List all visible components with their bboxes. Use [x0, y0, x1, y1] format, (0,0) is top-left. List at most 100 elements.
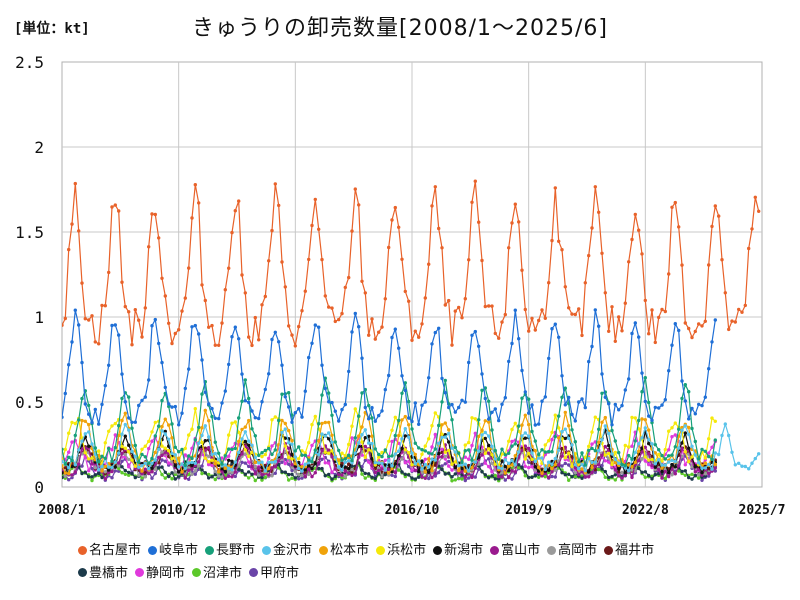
series-point: [327, 420, 331, 425]
series-point: [517, 424, 521, 428]
series-point: [183, 463, 187, 468]
series-point: [637, 228, 641, 232]
series-point: [157, 341, 161, 346]
series-point: [673, 322, 677, 326]
series-point: [103, 304, 108, 308]
series-point: [110, 448, 114, 452]
series-point: [510, 463, 514, 467]
series-point: [587, 444, 591, 449]
series-point: [530, 451, 534, 455]
series-point: [497, 457, 501, 461]
series-point: [507, 451, 511, 455]
legend-item: 浜松市: [376, 540, 426, 563]
series-point: [77, 229, 81, 233]
series-point: [403, 289, 407, 294]
series-point: [337, 473, 341, 477]
series-point: [213, 451, 217, 456]
series-point: [253, 478, 257, 483]
series-point: [173, 445, 177, 449]
chart-title: きゅうりの卸売数量[2008/1〜2025/6]: [192, 16, 608, 41]
series-point: [210, 452, 214, 457]
series-point: [493, 448, 497, 453]
series-point: [657, 458, 661, 462]
series-point: [443, 303, 447, 307]
chart-legend: 名古屋市 岐阜市 長野市 金沢市 松本市 浜松市 新潟市 富山市 高岡市 福井市 豊橋市 静岡市 沼津市…: [78, 540, 778, 585]
series-point: [430, 457, 434, 461]
series-point: [407, 435, 411, 439]
series-point: [590, 226, 594, 230]
series-point: [583, 405, 587, 410]
series-point: [113, 421, 118, 426]
series-point: [677, 427, 681, 431]
legend-label: 福井市: [615, 543, 655, 558]
legend-marker-icon: [376, 545, 386, 555]
series-point: [710, 340, 714, 344]
series-point: [297, 460, 301, 465]
series-point: [493, 407, 497, 411]
series-point: [603, 453, 607, 457]
series-point: [367, 460, 371, 464]
series-point: [110, 323, 114, 328]
series-point: [390, 467, 394, 471]
series-point: [543, 467, 547, 472]
series-point: [613, 473, 617, 477]
series-point: [553, 186, 557, 190]
series-point: [277, 340, 281, 344]
series-point: [670, 343, 674, 347]
series-point: [383, 463, 387, 467]
series-point: [317, 439, 321, 443]
series-point: [507, 246, 511, 250]
series-point: [200, 464, 204, 468]
series-point: [307, 458, 311, 462]
series-point: [700, 403, 704, 408]
series-point: [487, 457, 491, 461]
series-point: [263, 448, 267, 453]
series-point: [443, 450, 447, 454]
series-point: [330, 433, 334, 437]
series-point: [253, 434, 257, 438]
series-point: [210, 475, 214, 479]
series-point: [233, 474, 237, 479]
series-point: [300, 453, 304, 457]
series-point: [123, 411, 128, 415]
series-point: [330, 400, 334, 405]
series-point: [217, 474, 221, 478]
series-point: [427, 376, 431, 380]
series-point: [593, 460, 597, 464]
series-point: [213, 477, 217, 482]
series-point: [470, 200, 474, 204]
series-point: [440, 447, 444, 451]
series-point: [430, 445, 434, 449]
series-point: [280, 418, 284, 423]
series-point: [590, 465, 594, 470]
series-point: [313, 323, 317, 327]
series-point: [680, 428, 684, 432]
series-point: [640, 252, 644, 256]
series-point: [513, 442, 517, 446]
series-point: [293, 455, 297, 459]
series-point: [630, 457, 634, 461]
series-point: [147, 461, 151, 465]
series-point: [560, 464, 564, 468]
series-point: [163, 459, 167, 463]
series-point: [650, 418, 654, 422]
series-point: [540, 308, 544, 312]
series-point: [87, 403, 91, 408]
series-point: [423, 444, 427, 448]
series-point: [517, 463, 521, 467]
legend-label: 新潟市: [444, 543, 484, 558]
series-point: [630, 415, 634, 420]
series-point: [113, 433, 118, 437]
series-point: [247, 439, 251, 443]
series-point: [477, 418, 481, 422]
series-point: [670, 435, 674, 439]
series-point: [163, 294, 167, 298]
series-point: [543, 395, 547, 399]
series-point: [660, 466, 664, 470]
series-point: [540, 448, 544, 452]
series-point: [633, 460, 637, 465]
series-point: [157, 236, 161, 240]
series-point: [517, 466, 521, 470]
series-point: [653, 451, 657, 455]
series-point: [327, 391, 331, 395]
